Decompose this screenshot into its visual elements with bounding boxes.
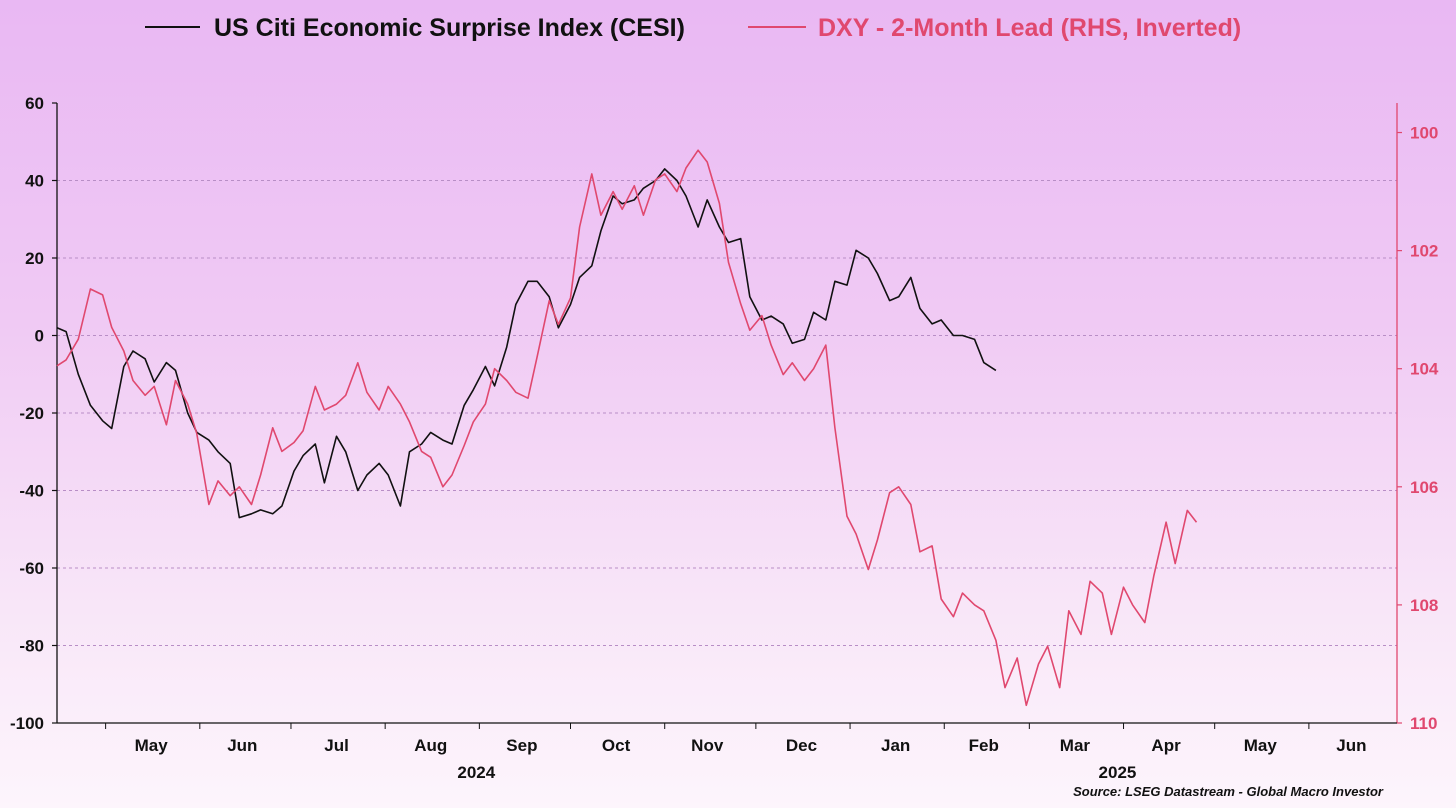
x-tick-label: Sep xyxy=(506,736,537,755)
x-tick-label: Jul xyxy=(324,736,349,755)
right-tick-label: 100 xyxy=(1410,124,1438,143)
legend-label-cesi: US Citi Economic Surprise Index (CESI) xyxy=(214,14,685,42)
x-tick-label: Oct xyxy=(602,736,631,755)
series-line-cesi xyxy=(56,168,997,519)
right-tick-label: 106 xyxy=(1410,478,1438,497)
legend-label-dxy: DXY - 2-Month Lead (RHS, Inverted) xyxy=(818,14,1241,42)
x-tick-label: Aug xyxy=(414,736,447,755)
x-tick-label: Jan xyxy=(881,736,910,755)
left-tick-label: -60 xyxy=(19,559,44,578)
series-lines xyxy=(56,149,1198,707)
x-tick-label: Feb xyxy=(969,736,999,755)
x-tick-label: Nov xyxy=(691,736,724,755)
x-tick-label: May xyxy=(135,736,169,755)
year-label: 2025 xyxy=(1099,763,1137,782)
tick-labels: 60 40 20 0 -20 -40 -60 -80 -100 100 102 104 106 108 11… xyxy=(10,94,1439,782)
year-label: 2024 xyxy=(457,763,495,782)
left-tick-label: -100 xyxy=(10,714,44,733)
x-tick-label: Jun xyxy=(1336,736,1366,755)
gridlines xyxy=(57,180,1397,646)
source-note: Source: LSEG Datastream - Global Macro I… xyxy=(1073,784,1384,799)
series-line-dxy xyxy=(56,149,1198,707)
right-tick-label: 102 xyxy=(1410,242,1438,261)
right-tick-label: 108 xyxy=(1410,596,1438,615)
left-tick-label: 0 xyxy=(35,327,44,346)
legend: US Citi Economic Surprise Index (CESI) D… xyxy=(145,14,1241,42)
x-tick-label: Dec xyxy=(786,736,817,755)
left-tick-label: -40 xyxy=(19,482,44,501)
x-tick-label: Mar xyxy=(1060,736,1091,755)
right-tick-label: 110 xyxy=(1410,714,1437,733)
axes xyxy=(52,102,1402,729)
left-tick-label: 40 xyxy=(25,172,44,191)
x-tick-label: Jun xyxy=(227,736,257,755)
left-tick-label: 60 xyxy=(25,94,44,113)
left-tick-label: 20 xyxy=(25,249,44,268)
right-tick-label: 104 xyxy=(1410,360,1439,379)
x-tick-label: Apr xyxy=(1151,736,1181,755)
x-tick-label: May xyxy=(1244,736,1278,755)
left-tick-label: -80 xyxy=(19,637,44,656)
left-tick-label: -20 xyxy=(19,404,44,423)
